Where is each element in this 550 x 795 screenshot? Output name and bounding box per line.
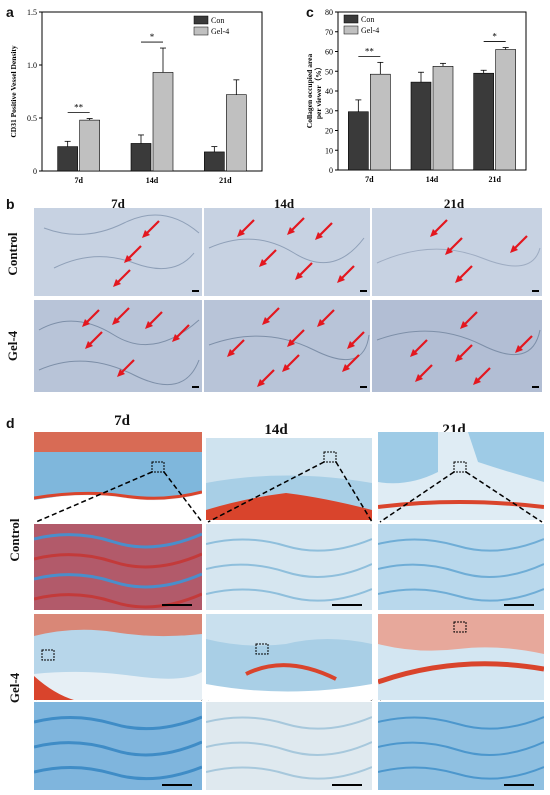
significance-label: ** <box>74 103 84 113</box>
chart-a: 0 0.5 1.0 1.5 CD31 Positive Vessel Density 7d… <box>9 8 263 185</box>
x-tick-label: 21d <box>488 175 501 184</box>
y-tick-label: 20 <box>325 127 333 136</box>
panel-letter-b: b <box>6 196 15 212</box>
legend-label: Con <box>211 16 224 25</box>
y-axis-label: Collagen occupied areaper viewer（%） <box>305 54 323 129</box>
y-tick-label: 60 <box>325 48 333 57</box>
b-col-label-7d: 7d <box>111 196 125 211</box>
y-tick-label: 1.0 <box>27 61 37 70</box>
x-tick-label: 7d <box>74 176 83 185</box>
ihc-control-14d <box>204 208 370 296</box>
y-tick-label: 1.5 <box>27 8 37 17</box>
masson-gel4-14d-zoom <box>206 702 372 790</box>
ihc-gel4-14d <box>204 300 370 392</box>
plot-frame <box>41 11 263 172</box>
d-col-label-7d: 7d <box>114 413 130 429</box>
legend-label: Gel-4 <box>361 26 379 35</box>
legend-swatch <box>343 14 359 24</box>
panel-letter-c: c <box>306 4 314 20</box>
ihc-control-7d <box>34 208 202 296</box>
legend-label: Con <box>361 15 374 24</box>
d-col-label-14d: 14d <box>264 422 288 438</box>
ihc-gel4-7d <box>34 300 202 392</box>
y-axis-label-line: Collagen occupied area <box>305 54 314 129</box>
y-tick-label: 0 <box>33 167 37 176</box>
y-axis-label: CD31 Positive Vessel Density <box>9 45 18 138</box>
masson-gel4-21d-overview <box>378 614 544 700</box>
x-tick-label: 14d <box>426 175 439 184</box>
b-col-label-21d: 21d <box>443 196 465 211</box>
ihc-control-21d <box>372 208 542 296</box>
masson-gel4-7d-overview <box>34 614 202 700</box>
y-tick-label: 50 <box>325 67 333 76</box>
legend-swatch <box>343 25 359 35</box>
masson-control-7d-overview <box>34 432 202 514</box>
y-tick-label: 80 <box>325 8 333 17</box>
masson-control-14d-zoom <box>206 524 372 610</box>
y-tick-label: 10 <box>325 146 333 155</box>
legend-swatch <box>193 15 209 25</box>
masson-control-14d-overview <box>206 438 372 520</box>
y-tick-label: 30 <box>325 107 333 116</box>
x-tick-label: 21d <box>219 176 232 185</box>
masson-gel4-21d-zoom <box>378 702 544 790</box>
masson-gel4-7d-zoom <box>34 702 202 790</box>
significance-label: * <box>492 32 497 42</box>
y-tick-label: 70 <box>325 28 333 37</box>
x-tick-label: 7d <box>365 175 374 184</box>
chart-c: 0 10 20 30 40 50 60 70 80 Collagen occupied areap… <box>305 8 527 184</box>
ihc-gel4-21d <box>372 300 542 392</box>
x-tick-label: 14d <box>146 176 159 185</box>
masson-control-21d-zoom <box>378 524 544 610</box>
masson-control-7d-zoom <box>34 524 202 610</box>
significance-label: * <box>150 32 155 42</box>
panel-letter-d: d <box>6 415 15 431</box>
significance-label: ** <box>365 46 375 56</box>
masson-gel4-14d-overview <box>206 614 372 700</box>
y-axis-label-line: per viewer（%） <box>313 63 323 119</box>
legend-label: Gel-4 <box>211 27 229 36</box>
y-tick-label: 0 <box>329 166 333 175</box>
y-tick-label: 40 <box>325 87 333 96</box>
panel-letter-a: a <box>6 4 14 20</box>
legend-swatch <box>193 26 209 36</box>
y-tick-label: 0.5 <box>27 114 37 123</box>
b-col-label-14d: 14d <box>273 196 295 211</box>
